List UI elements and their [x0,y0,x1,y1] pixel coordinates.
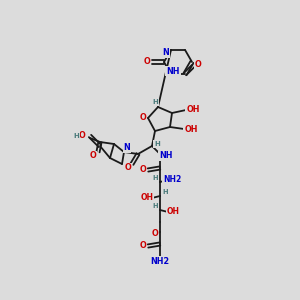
Text: NH: NH [166,67,180,76]
Text: OH: OH [186,106,200,115]
Text: O: O [144,58,150,67]
Text: OH: OH [167,208,179,217]
Text: H: H [152,99,158,105]
Text: O: O [140,166,146,175]
Text: O: O [152,230,158,238]
Text: O: O [140,113,146,122]
Text: H: H [162,189,168,195]
Text: N: N [124,143,130,152]
Text: OH: OH [140,194,154,202]
Text: OH: OH [184,124,198,134]
Text: O: O [90,152,96,160]
Text: N: N [163,48,170,57]
Text: O: O [195,60,201,69]
Text: H: H [73,133,79,139]
Text: NH2: NH2 [163,176,181,184]
Text: O: O [124,164,131,172]
Text: O: O [140,242,146,250]
Text: NH2: NH2 [150,256,170,266]
Text: H: H [154,141,160,147]
Text: H: H [152,175,158,181]
Text: O: O [79,131,86,140]
Text: NH: NH [159,152,173,160]
Text: H: H [152,203,158,209]
